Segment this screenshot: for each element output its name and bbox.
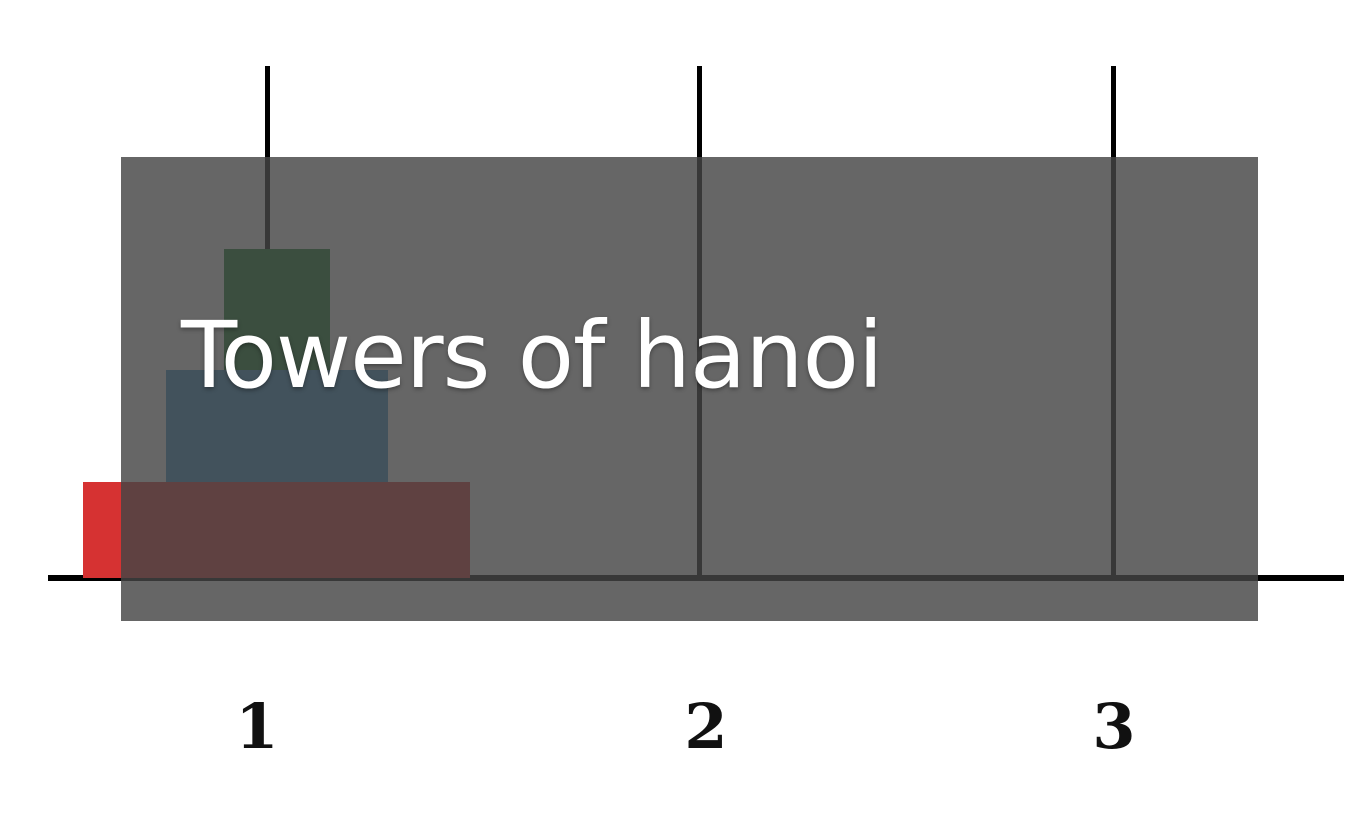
peg-2-label: 2 bbox=[684, 690, 728, 763]
title-overlay bbox=[121, 157, 1258, 621]
peg-1-label: 1 bbox=[235, 690, 279, 763]
peg-3-label: 3 bbox=[1092, 690, 1136, 763]
page-title: Towers of hanoi bbox=[181, 302, 883, 409]
